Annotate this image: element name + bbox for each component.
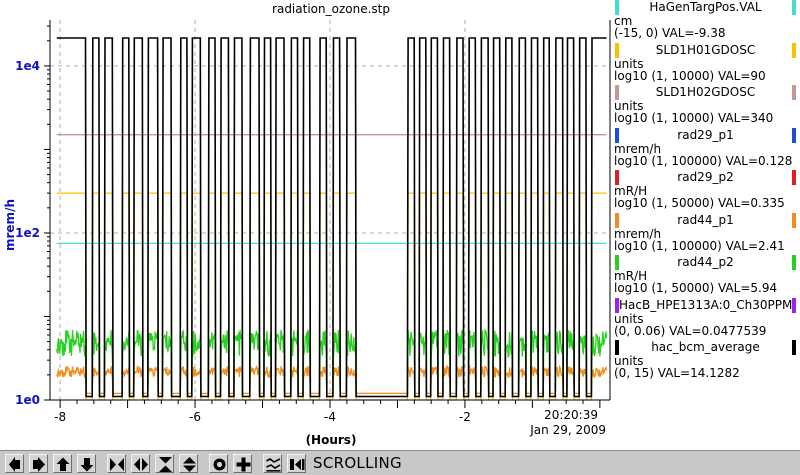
x-tick-label: -8 bbox=[54, 410, 66, 424]
zoom-out-horizontal-icon bbox=[134, 458, 148, 471]
zoom-out-vertical-icon bbox=[183, 457, 196, 472]
legend-series-name[interactable]: rad44_p2 bbox=[615, 255, 796, 270]
toolbar: SCROLLING bbox=[0, 450, 800, 475]
legend-series-name[interactable]: HaGenTargPos.VAL bbox=[615, 0, 796, 15]
legend-series-name[interactable]: SLD1H02GDOSC bbox=[615, 85, 796, 100]
legend-unit: mrem/h bbox=[614, 226, 662, 241]
legend-unit: mR/H bbox=[614, 184, 648, 198]
x-tick-label: -6 bbox=[189, 410, 201, 424]
overlay-icon bbox=[266, 458, 281, 472]
arrow-up-button[interactable] bbox=[53, 454, 72, 473]
y-tick-label: 1e2 bbox=[15, 226, 40, 240]
legend-series-name[interactable]: HacB_HPE1313A:0_Ch30PPM bbox=[615, 297, 796, 313]
scrolling-mode-label: SCROLLING bbox=[313, 454, 402, 472]
arrow-left-button[interactable] bbox=[5, 454, 24, 473]
series-layer bbox=[56, 37, 608, 401]
crosshair-button[interactable] bbox=[233, 454, 252, 473]
legend-unit: units bbox=[614, 354, 644, 368]
legend-range-value: (0, 15) VAL=14.1282 bbox=[614, 366, 740, 380]
legend-range-value: log10 (1, 100000) VAL=0.128 bbox=[614, 153, 793, 168]
legend-entry[interactable]: rad44_p1 mrem/h log10 (1, 100000) VAL=2.41 bbox=[612, 212, 800, 256]
arrow-right-button[interactable] bbox=[29, 454, 48, 473]
legend-unit: units bbox=[614, 99, 644, 113]
arrow-down-icon bbox=[80, 458, 94, 472]
series-rad44-p1 bbox=[56, 364, 608, 395]
legend-range-value: log10 (1, 10000) VAL=90 bbox=[614, 68, 766, 83]
legend-unit: units bbox=[614, 56, 644, 71]
zoom-in-vertical-button[interactable] bbox=[155, 454, 174, 473]
legend-range-value: log10 (1, 100000) VAL=2.41 bbox=[614, 238, 785, 253]
legend-entry[interactable]: SLD1H02GDOSC units log10 (1, 10000) VAL=34… bbox=[612, 85, 800, 128]
strip-chart[interactable]: radiation_ozone.stp mrem/h (Hours) 20:20… bbox=[0, 0, 612, 450]
legend-range-value: (0, 0.06) VAL=0.0477539 bbox=[614, 323, 767, 338]
legend-range-value: log10 (1, 50000) VAL=0.335 bbox=[614, 196, 785, 210]
legend-series-name[interactable]: hac_bcm_average bbox=[615, 340, 796, 355]
legend-series-name[interactable]: rad29_p2 bbox=[615, 170, 796, 185]
legend-panel: HaGenTargPos.VAL cm (-15, 0) VAL=-9.38 SLD1… bbox=[612, 0, 800, 383]
zoom-out-horizontal-button[interactable] bbox=[131, 454, 150, 473]
legend-range-value: log10 (1, 50000) VAL=5.94 bbox=[614, 281, 778, 295]
legend-entry[interactable]: rad44_p2 mR/H log10 (1, 50000) VAL=5.94 bbox=[612, 255, 800, 298]
legend-entry[interactable]: hac_bcm_average units (0, 15) VAL=14.1282 bbox=[612, 340, 800, 383]
y-tick-label: 1e0 bbox=[15, 393, 40, 407]
legend-unit: cm bbox=[614, 14, 633, 28]
chart-title: radiation_ozone.stp bbox=[272, 2, 390, 16]
record-button[interactable] bbox=[209, 454, 228, 473]
arrow-up-icon bbox=[56, 457, 70, 471]
overlay-button[interactable] bbox=[263, 454, 282, 473]
legend-series-name[interactable]: SLD1H01GDOSC bbox=[615, 42, 796, 58]
arrow-down-button[interactable] bbox=[77, 454, 96, 473]
legend-range-value: log10 (1, 10000) VAL=340 bbox=[614, 111, 774, 125]
legend-series-name[interactable]: rad29_p1 bbox=[615, 127, 796, 143]
record-icon bbox=[213, 458, 226, 471]
scroll-mode-button[interactable] bbox=[287, 454, 306, 473]
x-tick-label: -2 bbox=[459, 410, 471, 424]
legend-series-name[interactable]: rad44_p1 bbox=[615, 212, 796, 228]
zoom-out-vertical-button[interactable] bbox=[179, 454, 198, 473]
crosshair-icon bbox=[236, 457, 251, 472]
legend-entry[interactable]: rad29_p1 mrem/h log10 (1, 100000) VAL=0.12… bbox=[612, 127, 800, 171]
series-hac-bcm-average bbox=[56, 37, 607, 398]
zoom-in-vertical-icon bbox=[159, 457, 172, 472]
legend-entry[interactable]: HaGenTargPos.VAL cm (-15, 0) VAL=-9.38 bbox=[612, 0, 800, 43]
series-rad44-p2 bbox=[56, 328, 608, 398]
zoom-in-horizontal-icon bbox=[110, 458, 124, 471]
zoom-in-horizontal-button[interactable] bbox=[107, 454, 126, 473]
current-time-label: 20:20:39 bbox=[544, 408, 598, 422]
scroll-mode-icon bbox=[290, 459, 305, 470]
legend-range-value: (-15, 0) VAL=-9.38 bbox=[614, 26, 726, 40]
arrow-right-icon bbox=[33, 457, 45, 472]
y-axis-label: mrem/h bbox=[3, 199, 17, 251]
x-tick-label: -4 bbox=[324, 410, 336, 424]
x-axis-label: (Hours) bbox=[306, 433, 357, 447]
legend-entry[interactable]: HacB_HPE1313A:0_Ch30PPM units (0, 0.06) VA… bbox=[612, 297, 800, 341]
legend-unit: mR/H bbox=[614, 269, 648, 283]
legend-entry[interactable]: rad29_p2 mR/H log10 (1, 50000) VAL=0.335 bbox=[612, 170, 800, 213]
legend-unit: units bbox=[614, 311, 644, 326]
y-tick-label: 1e4 bbox=[15, 59, 40, 73]
legend-entry[interactable]: SLD1H01GDOSC units log10 (1, 10000) VAL=90 bbox=[612, 42, 800, 86]
axes-layer: 1e0 1e2 1e4 -8 -6 -4 -2 bbox=[15, 20, 611, 424]
current-date-label: Jan 29, 2009 bbox=[529, 423, 606, 437]
legend-unit: mrem/h bbox=[614, 141, 662, 156]
arrow-left-icon bbox=[9, 457, 20, 472]
